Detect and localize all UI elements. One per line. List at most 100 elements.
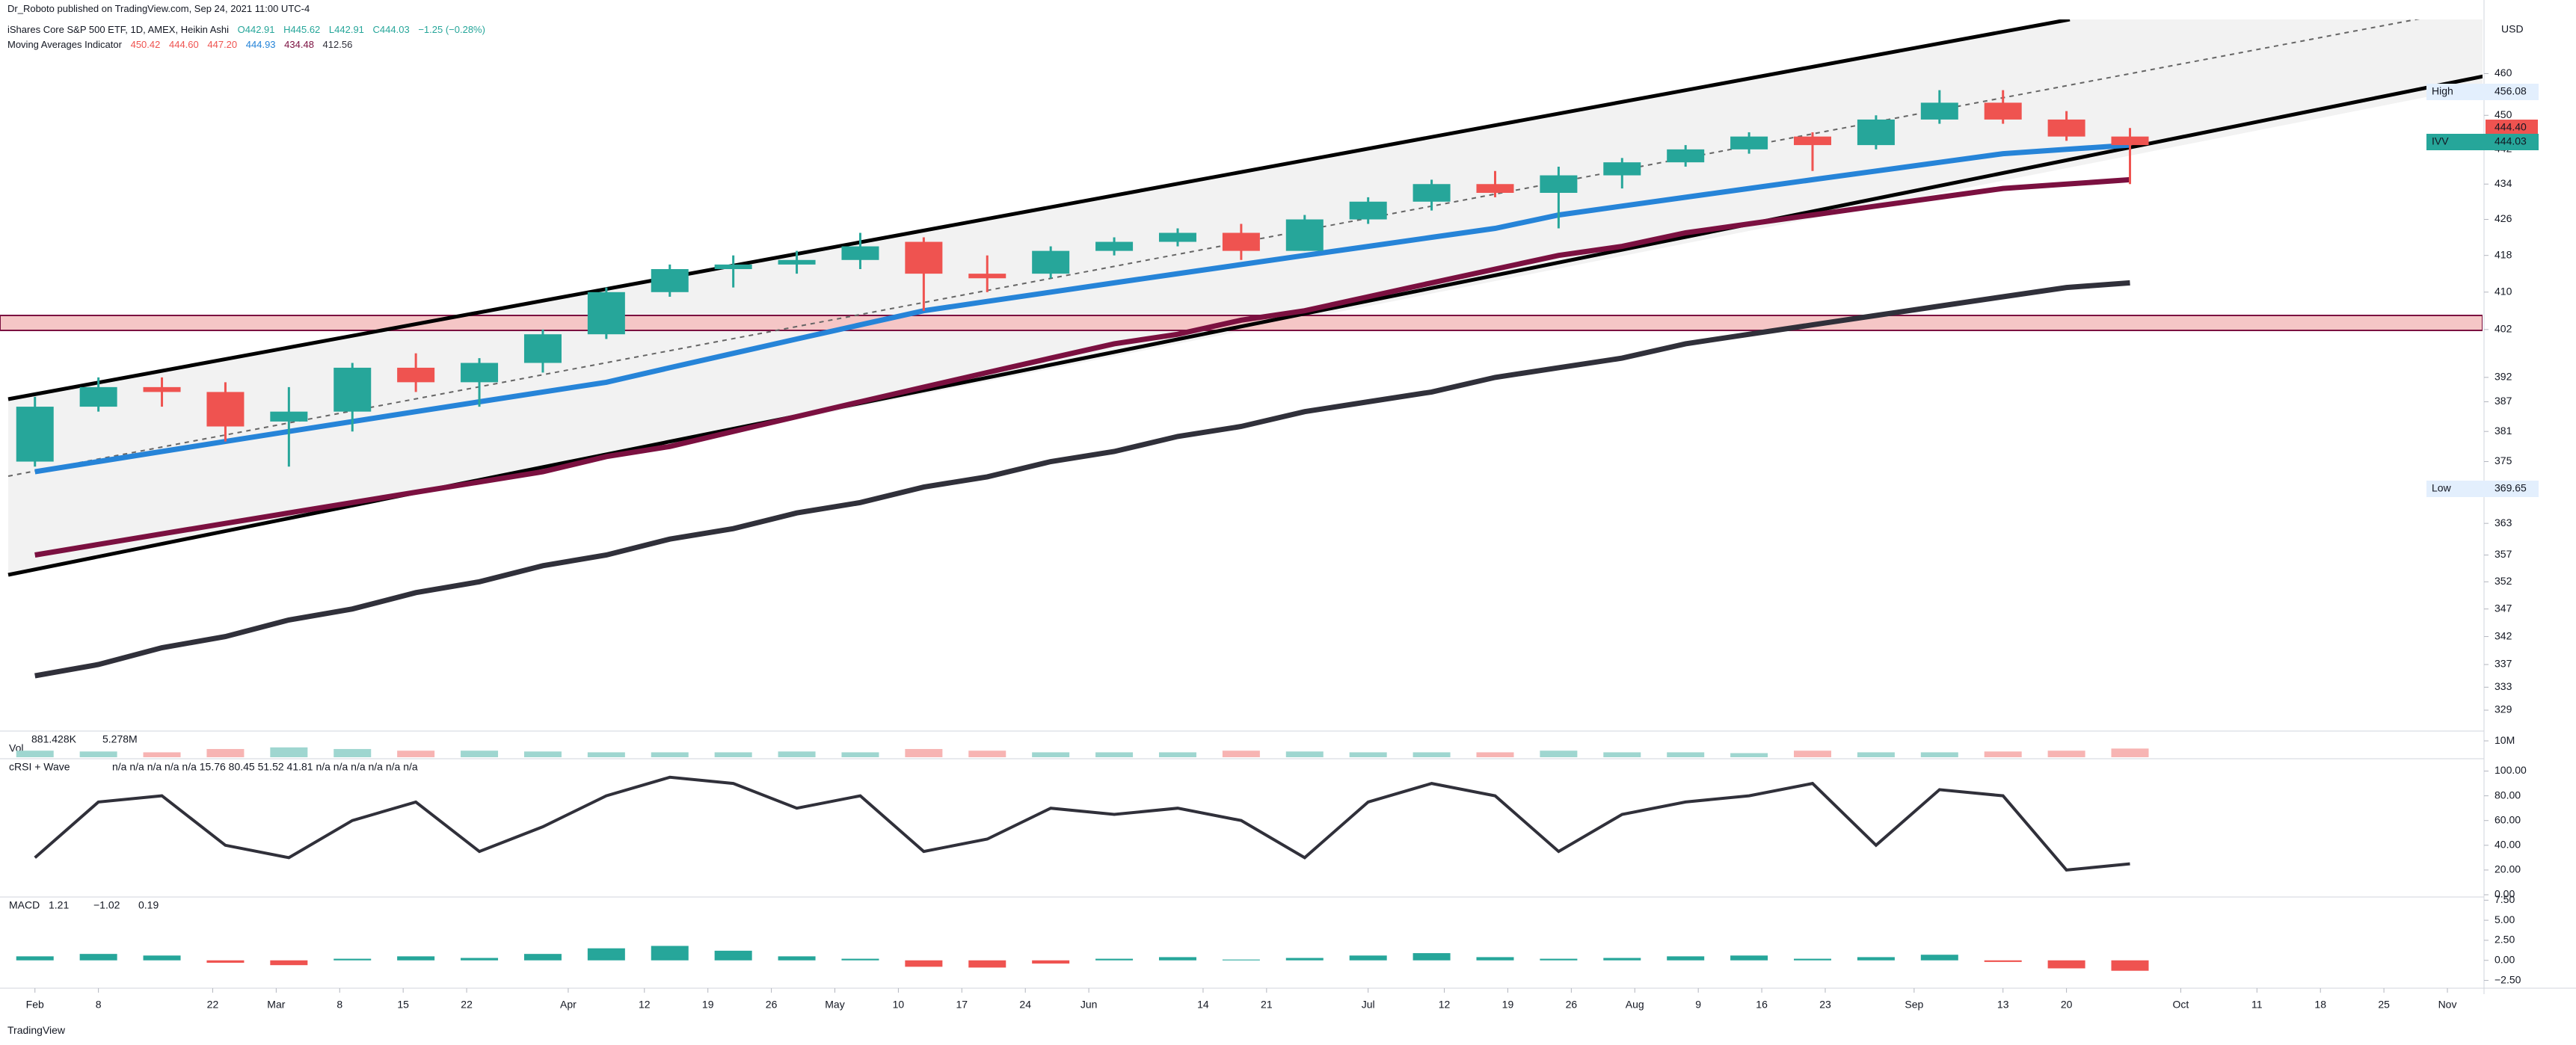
high-label-value: 456.08 — [2494, 85, 2527, 97]
candle-body — [1540, 175, 1578, 193]
macd-bar — [1540, 958, 1578, 961]
y-tick-label: 434 — [2494, 177, 2512, 189]
y-tick-label: 329 — [2494, 703, 2512, 715]
ma-value: 412.56 — [322, 39, 353, 50]
volume-bar — [1222, 750, 1260, 757]
y-tick-label: 100.00 — [2494, 764, 2527, 776]
macd-bar — [1285, 958, 1324, 961]
low-label-value: 369.65 — [2494, 482, 2527, 494]
candle-body — [778, 259, 816, 265]
candle-body — [333, 367, 372, 412]
volume-bar — [1920, 752, 1958, 757]
moving-average — [34, 280, 2130, 679]
y-tick-label: 418 — [2494, 248, 2512, 260]
ma-title: Moving Averages Indicator — [7, 39, 122, 50]
x-tick-label: 8 — [336, 999, 342, 1011]
x-tick-label: 24 — [1019, 999, 1031, 1011]
volume-bar — [1158, 752, 1196, 757]
y-tick-label: 5.00 — [2494, 913, 2515, 925]
candle-body — [651, 269, 689, 292]
x-tick-label: 21 — [1261, 999, 1273, 1011]
moving-average — [34, 176, 2130, 558]
candle-body — [1984, 102, 2022, 120]
candle-body — [905, 241, 943, 274]
macd-bar — [905, 960, 943, 967]
volume-bar — [523, 751, 562, 757]
crsi-title: cRSI + Wave — [9, 761, 70, 773]
macd-bar — [1984, 960, 2022, 962]
candle-body — [968, 274, 1006, 279]
y-tick-label: 450 — [2494, 108, 2512, 120]
volume-bar — [461, 750, 499, 757]
macd-bar — [523, 954, 562, 961]
y-tick-label: 375 — [2494, 454, 2512, 466]
y-tick-label: 60.00 — [2494, 813, 2521, 825]
ma-value: 444.93 — [245, 39, 276, 50]
ma-value: 450.42 — [130, 39, 161, 50]
candle-body — [461, 363, 499, 383]
volume-bar — [79, 751, 117, 757]
volume-bar — [1793, 750, 1831, 757]
y-tick-label: 347 — [2494, 602, 2512, 614]
macd-bar — [587, 948, 625, 961]
drawings — [0, 19, 2483, 577]
candle-body — [1476, 184, 1514, 193]
x-tick-label: 9 — [1695, 999, 1701, 1011]
volume-bar — [841, 752, 879, 757]
x-tick-label: 12 — [639, 999, 651, 1011]
symbol-line: iShares Core S&P 500 ETF, 1D, AMEX, Heik… — [7, 24, 491, 35]
y-tick-label: 342 — [2494, 629, 2512, 641]
macd-bar — [1667, 956, 1705, 961]
x-tick-label: 19 — [702, 999, 714, 1011]
ohlc-open: O442.91 — [237, 24, 275, 35]
ma-value: 444.60 — [168, 39, 199, 50]
candle-body — [1349, 201, 1387, 220]
volume-bar — [1285, 751, 1324, 757]
candle-body — [206, 392, 245, 427]
x-tick-label: May — [825, 999, 844, 1011]
ma-line: Moving Averages Indicator 450.42 444.60 … — [7, 39, 358, 50]
volume-bar — [587, 752, 625, 757]
candle-body — [79, 386, 117, 407]
candle-body — [1032, 250, 1070, 274]
currency: USD — [2501, 23, 2524, 35]
volume-bar — [2047, 750, 2085, 757]
x-tick-label: 19 — [1502, 999, 1514, 1011]
candle-body — [1730, 136, 1768, 149]
x-tick-label: 14 — [1197, 999, 1209, 1011]
volume-readout: 881.428K — [31, 733, 77, 745]
y-tick-label: 0.00 — [2494, 888, 2515, 900]
macd-bar — [16, 956, 54, 961]
x-tick-label: 18 — [2314, 999, 2326, 1011]
candle-body — [1857, 119, 1895, 146]
y-tick-label: 7.50 — [2494, 893, 2515, 905]
volume-bar — [1730, 753, 1768, 757]
median-line — [7, 19, 2420, 477]
y-tick-label: 402 — [2494, 323, 2512, 335]
x-tick-label: 26 — [766, 999, 778, 1011]
macd-bar — [1222, 959, 1260, 961]
volume-bar — [1413, 752, 1451, 757]
macd-title: MACD — [9, 899, 40, 911]
volume-bar — [397, 750, 435, 757]
macd-bar — [1032, 960, 1070, 964]
macd-bar — [1095, 958, 1134, 961]
volume-bar — [2111, 748, 2149, 757]
volume-bar — [1032, 752, 1070, 757]
x-tick-label: 11 — [2251, 999, 2263, 1011]
moving-average — [34, 142, 2130, 475]
volume-bar — [1540, 750, 1578, 757]
y-tick-label: 392 — [2494, 371, 2512, 383]
y-tick-label: 337 — [2494, 658, 2512, 670]
candle-body — [16, 407, 54, 462]
x-tick-label: 8 — [96, 999, 102, 1011]
crsi-line — [34, 775, 2130, 872]
x-tick-label: Sep — [1905, 999, 1923, 1011]
channel-line — [7, 19, 2071, 401]
high-label: High — [2432, 85, 2453, 97]
y-tick-label: 426 — [2494, 212, 2512, 224]
x-tick-label: 12 — [1439, 999, 1451, 1011]
volume-bar — [714, 752, 752, 757]
x-tick-label: Oct — [2173, 999, 2189, 1011]
x-tick-label: 22 — [461, 999, 473, 1011]
